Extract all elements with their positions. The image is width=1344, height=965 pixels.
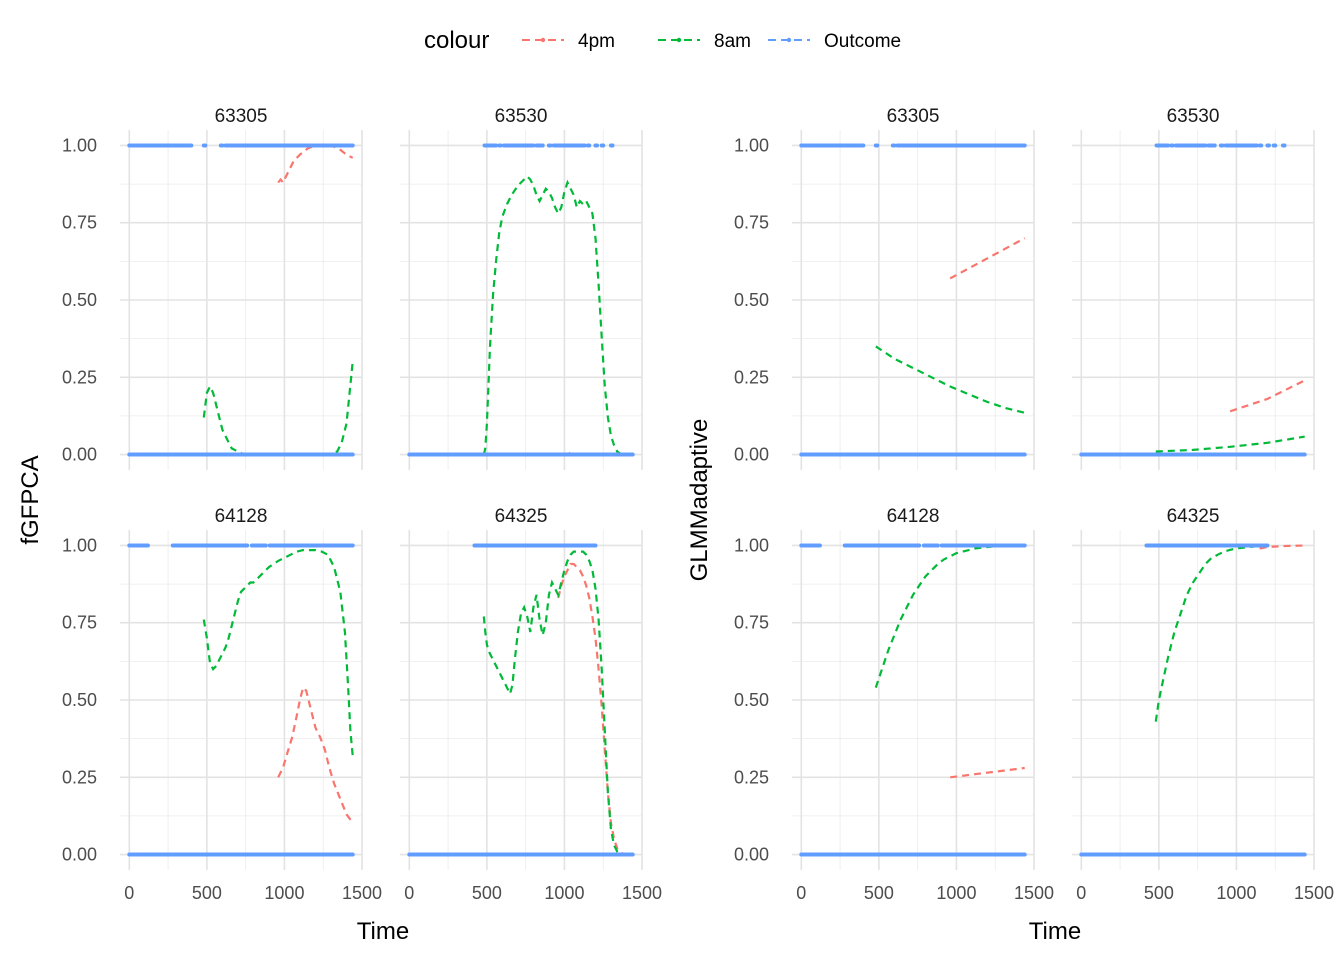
legend-title: colour [424, 27, 489, 54]
x-tick-label: 0 [796, 883, 806, 903]
y-tick-label: 0.25 [62, 767, 97, 787]
outcome-points [127, 543, 355, 857]
y-tick-label: 1.00 [734, 135, 769, 155]
y-axis-title: fGFPCA [17, 455, 44, 544]
series-line-4pm [277, 685, 352, 822]
chart-block-glmmadaptive: 63305 0.00 0.25 0.50 0.75 1.00 63530 64128 0.00 0… [686, 106, 1334, 945]
y-tick-label: 0.75 [734, 213, 769, 233]
legend-key-dot [786, 37, 792, 43]
x-tick-label: 500 [1144, 883, 1174, 903]
y-tick-label: 0.25 [62, 367, 97, 387]
outcome-points [799, 143, 1027, 457]
series-line-8am [1154, 544, 1268, 722]
series-line-4pm [277, 144, 354, 185]
series-line-8am [202, 549, 354, 756]
legend-item-outcome: Outcome [768, 31, 901, 52]
y-tick-label: 0.75 [62, 213, 97, 233]
y-tick-label: 0.75 [62, 613, 97, 633]
y-tick-label: 1.00 [62, 135, 97, 155]
legend-item-label: 8am [714, 31, 751, 52]
panel-64325: 64325 0 500 1000 1500 [400, 506, 662, 903]
plot-area: 63305 0.00 0.25 0.50 0.75 1.00 63530 64128 0.00 0… [17, 106, 1334, 945]
outcome-points [407, 543, 635, 857]
series-line-4pm [950, 766, 1025, 779]
facet-label: 64325 [495, 506, 548, 527]
y-tick-label: 0.50 [734, 690, 769, 710]
outcome-points [799, 543, 1027, 857]
x-tick-label: 500 [864, 883, 894, 903]
facet-label: 63530 [1167, 106, 1220, 127]
legend-key-dot [676, 37, 682, 43]
x-tick-label: 1000 [936, 883, 976, 903]
y-axis-title: GLMMadaptive [686, 419, 713, 582]
y-tick-label: 0.00 [734, 845, 769, 865]
series-line-8am [202, 361, 354, 456]
outcome-points [1079, 543, 1307, 857]
x-tick-label: 0 [124, 883, 134, 903]
facet-label: 64325 [1167, 506, 1220, 527]
legend-item-8am: 8am [658, 31, 751, 52]
panel-64128: 64128 0.00 0.25 0.50 0.75 1.00 0 500 1000 1500 [62, 506, 382, 903]
panel-63305: 63305 0.00 0.25 0.50 0.75 1.00 [734, 106, 1035, 470]
x-tick-label: 500 [192, 883, 222, 903]
legend-item-label: 4pm [578, 31, 615, 52]
series-line-4pm [557, 562, 627, 856]
outcome-points [407, 143, 635, 457]
outcome-points [1079, 143, 1307, 457]
series-line-4pm [1229, 379, 1306, 413]
x-tick-label: 1500 [1014, 883, 1054, 903]
facet-label: 63305 [215, 106, 268, 127]
y-tick-label: 0.50 [62, 290, 97, 310]
y-tick-label: 0.00 [62, 445, 97, 465]
x-tick-label: 1000 [264, 883, 304, 903]
facet-label: 63530 [495, 106, 548, 127]
y-tick-label: 0.25 [734, 767, 769, 787]
y-tick-label: 0.75 [734, 613, 769, 633]
x-tick-label: 1000 [544, 883, 584, 903]
panel-63530: 63530 [400, 106, 643, 470]
x-tick-label: 500 [472, 883, 502, 903]
facet-label: 64128 [887, 506, 940, 527]
x-tick-label: 1000 [1216, 883, 1256, 903]
y-tick-label: 1.00 [734, 535, 769, 555]
y-tick-label: 0.50 [734, 290, 769, 310]
series-line-8am [874, 545, 994, 688]
series-line-8am [482, 550, 627, 856]
y-tick-label: 1.00 [62, 535, 97, 555]
y-tick-label: 0.50 [62, 690, 97, 710]
x-tick-label: 0 [404, 883, 414, 903]
series-line-4pm [949, 237, 1026, 280]
legend-item-4pm: 4pm [522, 31, 615, 52]
panel-63530: 63530 [1072, 106, 1315, 470]
series-line-8am [1155, 435, 1305, 453]
y-tick-label: 0.25 [734, 367, 769, 387]
panel-64128: 64128 0.00 0.25 0.50 0.75 1.00 0 500 1000 1500 [734, 506, 1054, 903]
legend: colour 4pm 8am Outcome [424, 27, 901, 54]
x-tick-label: 1500 [622, 883, 662, 903]
y-tick-label: 0.00 [62, 845, 97, 865]
facet-label: 63305 [887, 106, 940, 127]
outcome-points [127, 143, 355, 457]
series-line-8am [875, 345, 1025, 414]
x-axis-title: Time [1029, 918, 1081, 945]
series-line-8am [482, 174, 633, 456]
panel-64325: 64325 0 500 1000 1500 [1072, 506, 1334, 903]
x-tick-label: 1500 [342, 883, 382, 903]
x-tick-label: 0 [1076, 883, 1086, 903]
panel-63305: 63305 0.00 0.25 0.50 0.75 1.00 [62, 106, 363, 470]
facet-label: 64128 [215, 506, 268, 527]
legend-item-label: Outcome [824, 31, 901, 52]
y-tick-label: 0.00 [734, 445, 769, 465]
x-tick-label: 1500 [1294, 883, 1334, 903]
chart-block-fgfpca: 63305 0.00 0.25 0.50 0.75 1.00 63530 64128 0.00 0… [17, 106, 662, 945]
series-line-4pm [1259, 544, 1305, 550]
legend-key-dot [540, 37, 546, 43]
x-axis-title: Time [357, 918, 409, 945]
